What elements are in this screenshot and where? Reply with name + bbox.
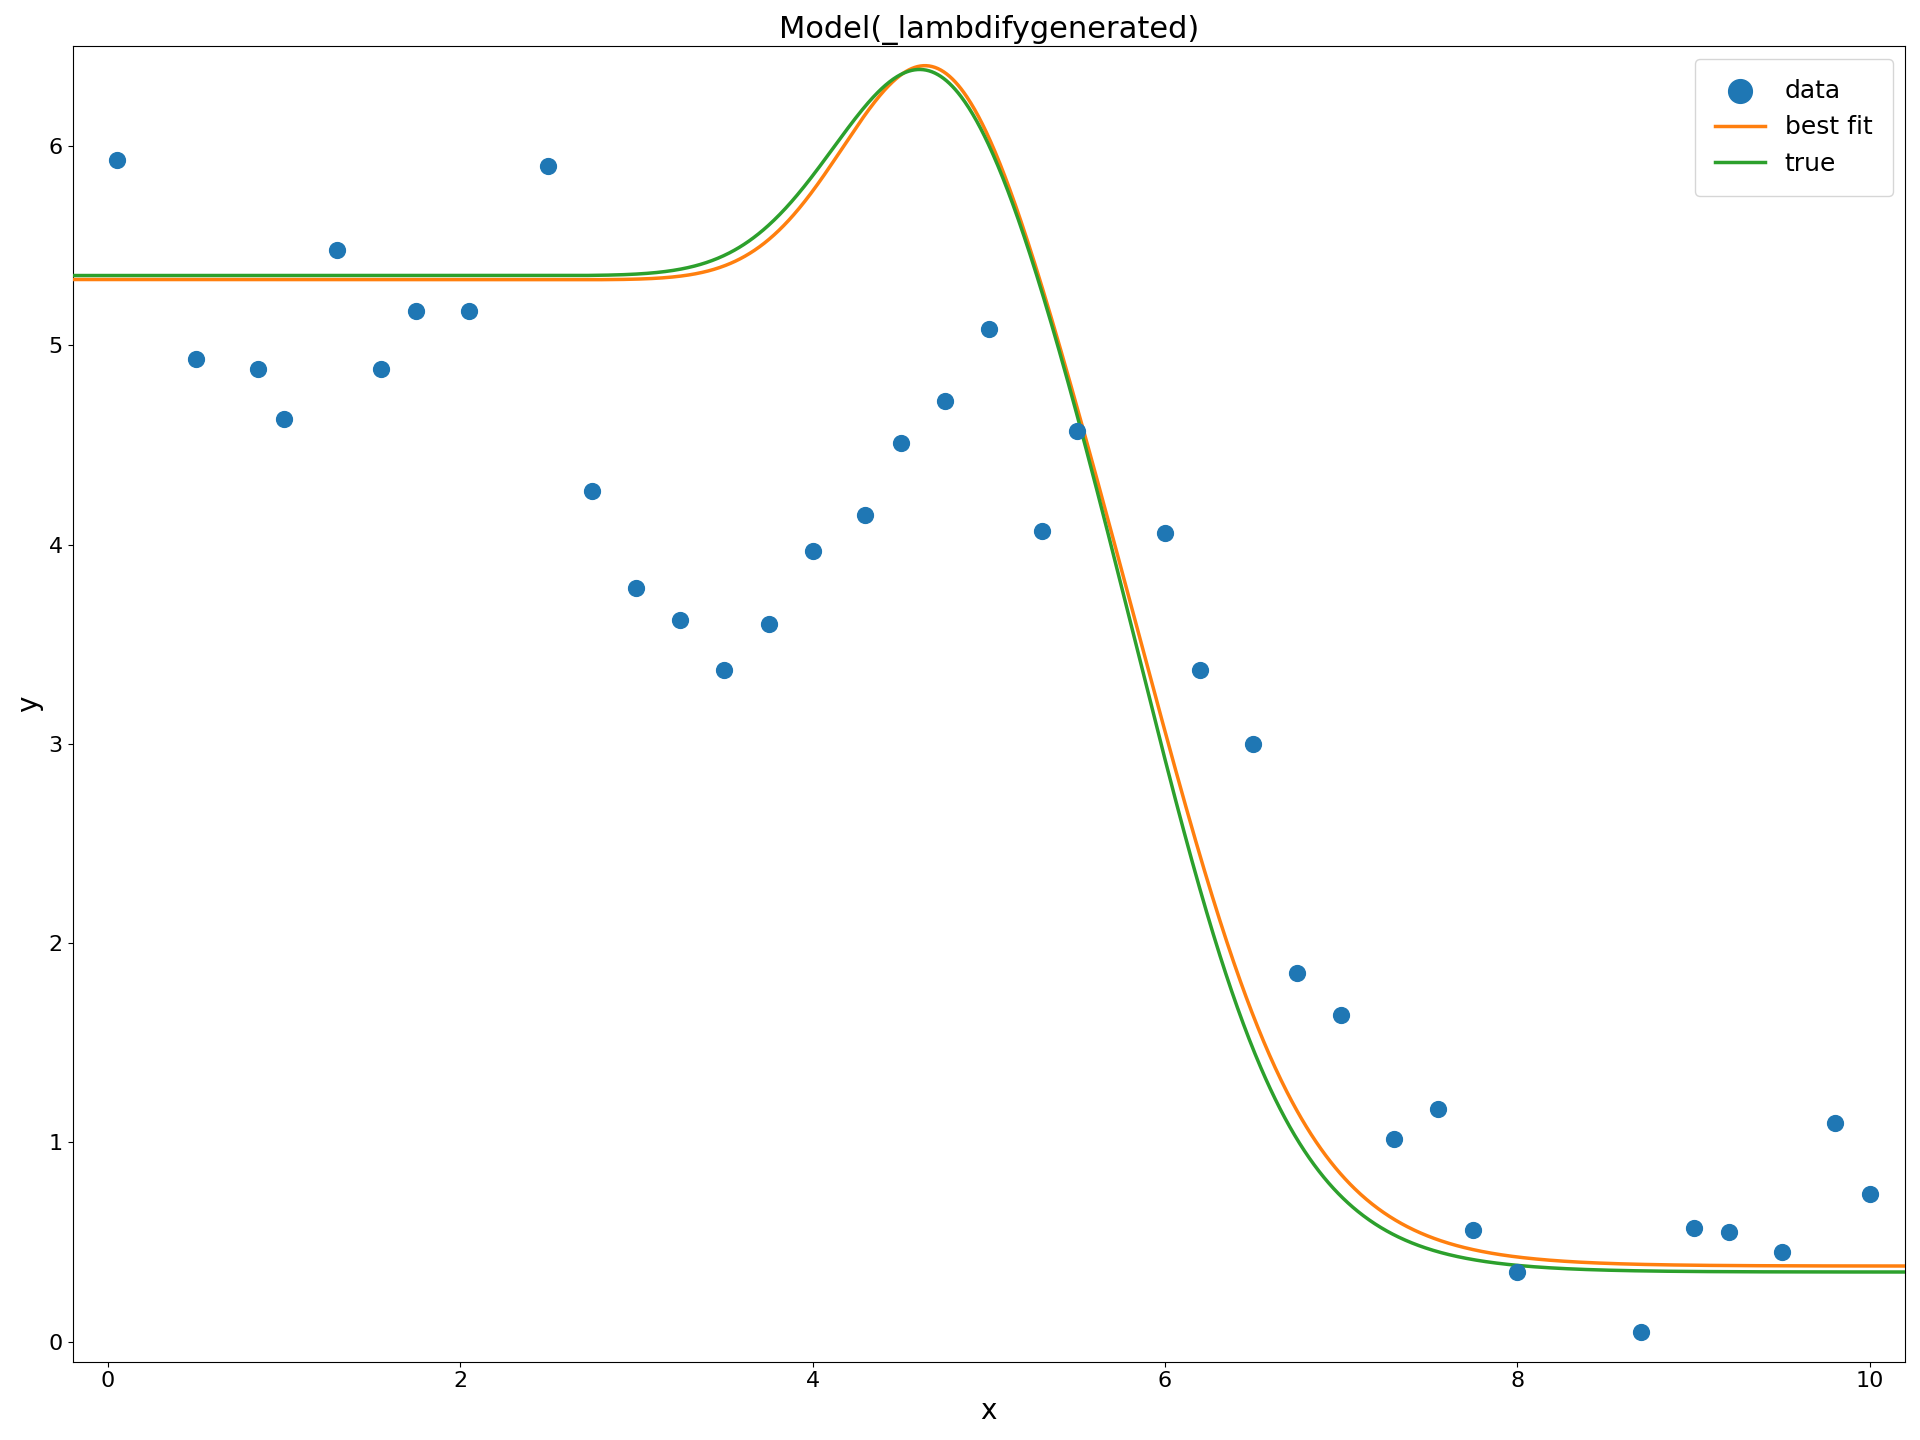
true xyxy=(8,266,31,284)
X-axis label: x: x xyxy=(981,1397,996,1426)
data xyxy=(401,300,432,323)
true xyxy=(1891,1263,1914,1280)
true xyxy=(952,91,975,108)
Title: Model(_lambdifygenerated): Model(_lambdifygenerated) xyxy=(780,14,1198,45)
data xyxy=(242,357,273,380)
best fit xyxy=(108,271,131,288)
data xyxy=(973,318,1004,341)
data xyxy=(1327,1004,1357,1027)
true xyxy=(1536,1259,1559,1276)
Line: true: true xyxy=(19,69,1920,1272)
data xyxy=(1238,733,1269,756)
data xyxy=(1027,518,1058,541)
best fit xyxy=(1889,1257,1912,1274)
data xyxy=(620,577,651,600)
data xyxy=(180,347,211,370)
data xyxy=(1423,1097,1453,1120)
true xyxy=(908,60,931,78)
best fit xyxy=(899,60,922,78)
true xyxy=(1889,1263,1912,1280)
data xyxy=(664,609,695,632)
data xyxy=(1379,1128,1409,1151)
Y-axis label: y: y xyxy=(15,696,42,713)
data xyxy=(708,658,739,681)
data xyxy=(365,357,396,380)
true xyxy=(899,62,922,79)
data xyxy=(1626,1320,1657,1344)
data xyxy=(1678,1217,1709,1240)
data xyxy=(753,613,783,636)
true xyxy=(108,266,131,284)
best fit xyxy=(1891,1257,1914,1274)
data xyxy=(1283,962,1313,985)
data xyxy=(453,300,484,323)
best fit xyxy=(952,84,975,101)
Legend: data, best fit, true: data, best fit, true xyxy=(1695,59,1893,196)
best fit xyxy=(914,58,937,75)
data xyxy=(102,148,132,171)
data xyxy=(885,432,916,455)
best fit xyxy=(1536,1251,1559,1269)
data xyxy=(1501,1260,1532,1283)
data xyxy=(1818,1112,1849,1135)
data xyxy=(1185,658,1215,681)
data xyxy=(1855,1182,1885,1205)
data xyxy=(269,408,300,431)
data xyxy=(1766,1241,1797,1264)
data xyxy=(797,539,828,562)
Line: best fit: best fit xyxy=(19,66,1920,1266)
data xyxy=(1150,521,1181,544)
data xyxy=(851,503,881,526)
data xyxy=(534,154,564,177)
data xyxy=(321,238,351,261)
data xyxy=(929,390,960,413)
data xyxy=(1457,1218,1488,1241)
best fit xyxy=(8,271,31,288)
data xyxy=(1062,419,1092,442)
data xyxy=(1713,1221,1743,1244)
data xyxy=(576,480,607,503)
